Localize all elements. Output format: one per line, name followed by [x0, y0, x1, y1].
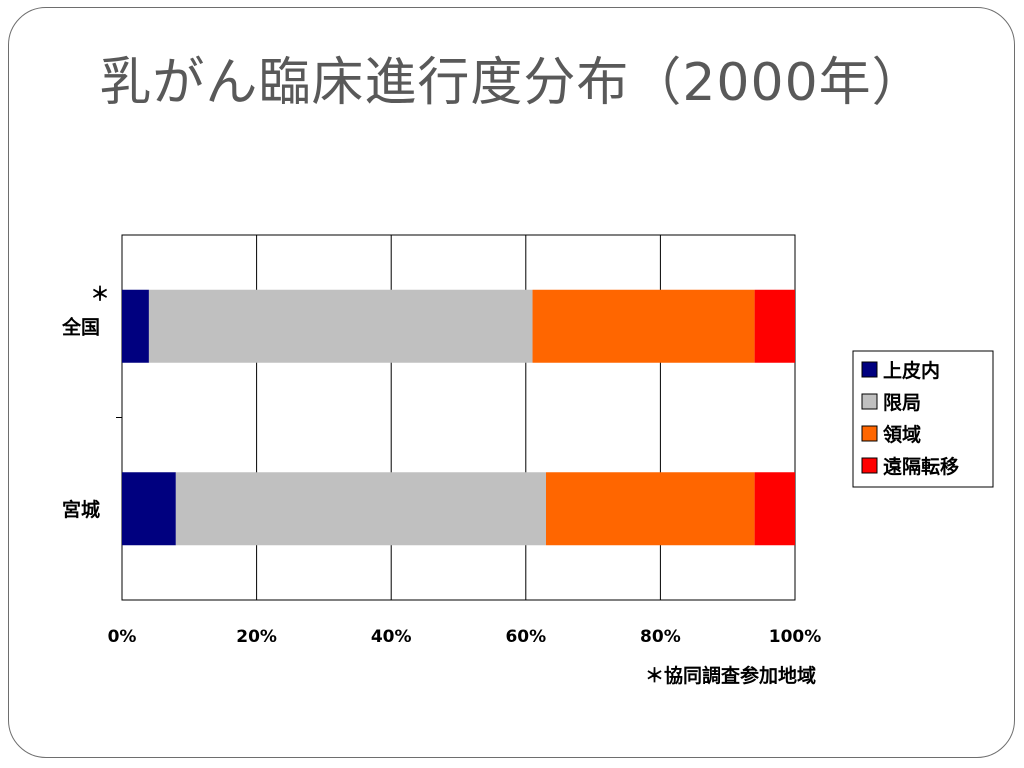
legend-swatch [861, 457, 878, 474]
x-tick-label: 40% [371, 627, 412, 647]
legend-swatch [861, 425, 878, 442]
legend-label: 遠隔転移 [883, 455, 959, 478]
bars-layer [122, 289, 795, 546]
bar-segment [754, 472, 795, 546]
category-label: 宮城 [62, 498, 100, 521]
bar-segment [175, 472, 546, 546]
x-tick-label: 80% [640, 627, 681, 647]
legend-label: 限局 [883, 392, 921, 414]
legend-label: 上皮内 [883, 359, 940, 382]
bar-segment [148, 289, 533, 363]
x-tick-label: 60% [505, 627, 546, 647]
bar-segment [545, 472, 755, 546]
slide-title: 乳がん臨床進行度分布（2000年） [99, 53, 925, 113]
legend-swatch [861, 393, 878, 410]
bar-segment [754, 289, 795, 363]
footnote: ＊協同調査参加地域 [645, 664, 816, 687]
x-tick-label: 20% [236, 627, 277, 647]
labels-layer: 0% 20% 40% 60% 80% 100% 全国 ＊ 宮城 [61, 283, 821, 647]
bar-segment [532, 289, 755, 363]
category-mark: ＊ [90, 283, 109, 305]
legend-label: 領域 [883, 423, 921, 446]
category-label: 全国 [61, 315, 100, 338]
x-tick-label: 100% [769, 627, 822, 647]
bar-segment [122, 472, 176, 546]
legend-swatch [861, 361, 878, 378]
x-tick-label: 0% [108, 627, 137, 647]
bar-segment [122, 289, 149, 363]
